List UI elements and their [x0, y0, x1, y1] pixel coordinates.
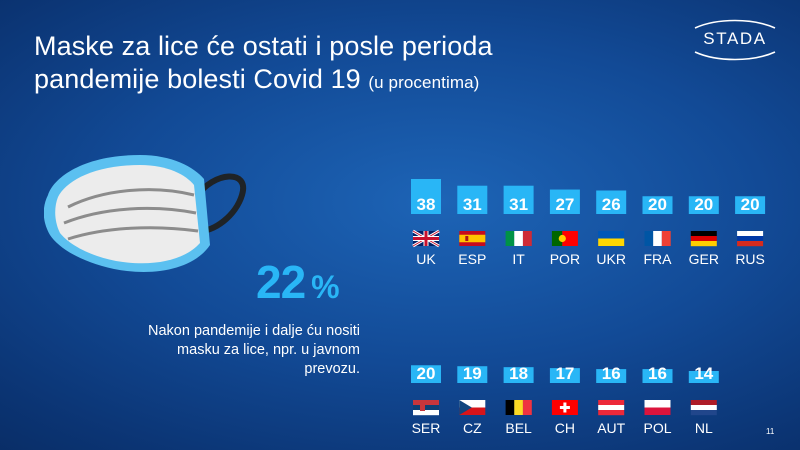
- bar-value-label: 20: [417, 364, 436, 383]
- bar-group-por: 27 POR: [549, 189, 580, 267]
- flag-pol-icon: [644, 400, 671, 415]
- highlight-value: 22: [256, 256, 306, 308]
- bar-ser: [411, 365, 441, 383]
- category-label: GER: [689, 251, 719, 267]
- bar-it: [503, 185, 534, 214]
- category-label: SER: [412, 420, 441, 436]
- flag-ukr-icon: [598, 231, 625, 246]
- flag-bel-icon: [505, 400, 532, 415]
- flag-esp-icon: [459, 231, 486, 246]
- bar-value-label: 31: [509, 195, 528, 214]
- flag-nl-icon: [690, 400, 717, 416]
- bar-value-label: 17: [555, 364, 574, 383]
- bar-pol: [642, 369, 673, 383]
- bar-esp: [457, 185, 488, 214]
- title-line-1: Maske za lice će ostati i posle perioda: [34, 31, 493, 61]
- category-label: ESP: [458, 251, 486, 267]
- category-label: FRA: [644, 251, 673, 267]
- flag-ser-icon: [413, 400, 439, 416]
- bar-ger: [688, 196, 719, 214]
- category-label: IT: [512, 251, 525, 267]
- bar-rus: [735, 196, 766, 214]
- category-label: RUS: [735, 251, 765, 267]
- bar-value-label: 20: [741, 195, 760, 214]
- bar-group-pol: 16 POL: [642, 364, 673, 436]
- stada-logo: STADA: [687, 16, 783, 64]
- flag-rus-icon: [737, 231, 764, 247]
- category-label: CH: [555, 420, 575, 436]
- bar-nl: [688, 371, 719, 383]
- stada-logo-icon: [694, 19, 776, 61]
- flag-uk-icon: [412, 229, 440, 248]
- bar-group-bel: 18 BEL: [503, 364, 534, 436]
- bar-value-label: 20: [694, 195, 713, 214]
- bar-group-ger: 20 GER: [689, 195, 719, 267]
- bar-group-fra: 20 FRA: [642, 195, 673, 267]
- category-label: UK: [416, 251, 436, 267]
- flag-aut-icon: [598, 400, 625, 416]
- face-mask-illustration: [43, 145, 254, 290]
- bar-group-uk: 38 UK: [411, 179, 441, 267]
- bar-group-rus: 20 RUS: [735, 195, 766, 267]
- category-label: UKR: [596, 251, 626, 267]
- bar-value-label: 31: [463, 195, 482, 214]
- bar-group-aut: 16 AUT: [596, 364, 627, 436]
- bar-group-nl: 14 NL: [688, 364, 719, 436]
- bar-ukr: [596, 190, 627, 214]
- bar-value-label: 16: [602, 364, 621, 383]
- flag-cz-icon: [459, 400, 486, 415]
- category-label: AUT: [597, 420, 625, 436]
- bar-fra: [642, 196, 673, 214]
- flag-por-icon: [551, 231, 578, 246]
- category-label: BEL: [505, 420, 532, 436]
- bar-value-label: 38: [417, 195, 436, 214]
- highlight-unit: %: [311, 269, 339, 305]
- bar-bel: [503, 367, 534, 383]
- bar-value-label: 20: [648, 195, 667, 214]
- highlight-percentage: 22%: [256, 256, 340, 311]
- category-label: POL: [643, 420, 671, 436]
- flag-it-icon: [505, 231, 532, 246]
- bar-uk: [411, 179, 441, 214]
- bar-value-label: 27: [555, 195, 574, 214]
- bar-group-ser: 20 SER: [411, 364, 441, 436]
- highlight-caption: Nakon pandemije i dalje ću nositi masku …: [148, 323, 360, 377]
- logo-text: STADA: [703, 29, 767, 48]
- bar-cz: [457, 366, 488, 383]
- bar-ch: [549, 368, 580, 383]
- bar-value-label: 14: [694, 364, 713, 383]
- category-label: CZ: [463, 420, 482, 436]
- title-line-2-text: pandemije bolesti Covid 19: [34, 64, 361, 94]
- bar-aut: [596, 369, 627, 383]
- flag-fra-icon: [644, 231, 671, 246]
- page-title: Maske za lice će ostati i posle perioda …: [34, 30, 594, 99]
- category-label: POR: [550, 251, 580, 267]
- flag-ch-icon: [551, 400, 578, 415]
- bar-group-ukr: 26 UKR: [596, 190, 627, 267]
- bar-value-label: 16: [648, 364, 667, 383]
- category-label: NL: [695, 420, 713, 436]
- bar-group-ch: 17 CH: [549, 364, 580, 436]
- bar-value-label: 26: [602, 195, 621, 214]
- title-line-2: pandemije bolesti Covid 19 (u procentima…: [34, 63, 594, 99]
- bar-group-cz: 19 CZ: [457, 364, 488, 436]
- bar-group-it: 31 IT: [503, 185, 534, 267]
- flag-ger-icon: [690, 231, 717, 247]
- bar-value-label: 18: [509, 364, 528, 383]
- bar-value-label: 19: [463, 364, 482, 383]
- bar-group-esp: 31 ESP: [457, 185, 488, 267]
- bar-por: [549, 189, 580, 214]
- page-number: 11: [766, 427, 775, 436]
- title-subtitle: (u procentima): [368, 73, 480, 92]
